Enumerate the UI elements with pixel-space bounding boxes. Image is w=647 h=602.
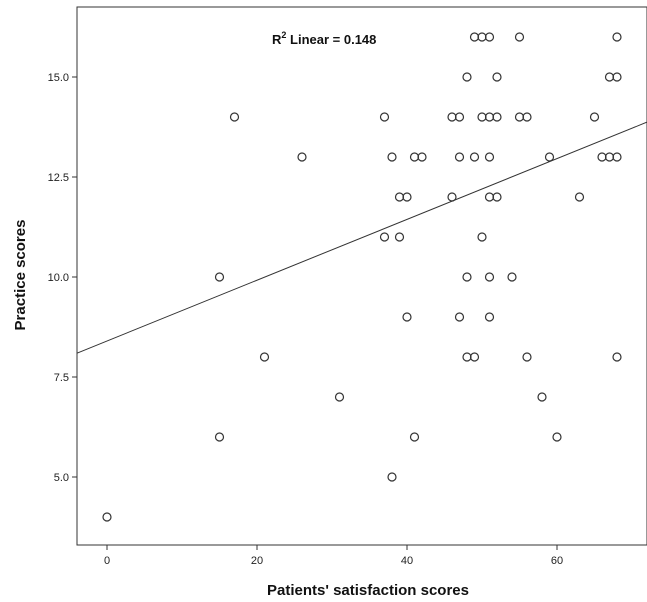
data-point [492, 112, 502, 122]
data-point [417, 152, 427, 162]
data-point [229, 112, 240, 122]
data-point [612, 152, 622, 162]
data-point [379, 232, 390, 242]
data-point [409, 432, 420, 442]
x-tick-label: 0 [104, 555, 110, 567]
y-tick-label: 5.0 [54, 472, 69, 484]
r-squared-text: Linear = 0.148 [286, 32, 376, 47]
data-point [469, 152, 480, 162]
data-point [102, 512, 112, 522]
data-point [484, 312, 495, 322]
data-point [462, 72, 472, 82]
x-tick-label: 40 [401, 555, 413, 567]
data-point [589, 112, 600, 122]
data-point [214, 432, 225, 442]
data-point [469, 352, 480, 362]
y-tick-label: 10.0 [48, 272, 69, 284]
data-point [537, 392, 547, 402]
data-point [454, 152, 465, 162]
data-point [492, 192, 502, 202]
data-point [334, 392, 345, 402]
data-point [507, 272, 517, 282]
data-point [612, 72, 622, 82]
y-tick-label: 15.0 [48, 72, 69, 84]
data-point [387, 472, 397, 482]
data-point [484, 272, 495, 282]
data-point [574, 192, 585, 202]
data-point [447, 192, 457, 202]
data-point [454, 112, 465, 122]
data-point [544, 152, 555, 162]
y-axis-title: Practice scores [12, 220, 29, 331]
data-point [492, 72, 502, 82]
data-point [552, 432, 562, 442]
data-point [612, 32, 622, 42]
data-point [477, 232, 487, 242]
data-point [214, 272, 225, 282]
x-axis: 0 20 40 60 [104, 545, 563, 567]
data-point [259, 352, 270, 362]
data-point [514, 32, 525, 42]
data-point [379, 112, 390, 122]
x-tick-label: 20 [251, 555, 263, 567]
data-point [522, 112, 532, 122]
data-point [394, 232, 405, 242]
r-squared-prefix: R [272, 32, 282, 47]
data-points [102, 32, 622, 522]
data-point [387, 152, 397, 162]
r-squared-superscript: 2 [281, 30, 286, 40]
x-axis-title: Patients' satisfaction scores [267, 582, 469, 599]
data-point [522, 352, 532, 362]
data-point [462, 272, 472, 282]
y-tick-label: 7.5 [54, 372, 69, 384]
data-point [484, 152, 495, 162]
y-tick-label: 12.5 [48, 172, 69, 184]
r-squared-annotation: R2 Linear = 0.148 [272, 30, 376, 47]
data-point [612, 352, 622, 362]
x-tick-label: 60 [551, 555, 563, 567]
data-point [297, 152, 307, 162]
plot-area [76, 6, 647, 546]
y-axis: 5.0 7.5 10.0 12.5 15.0 [48, 72, 77, 484]
data-point [454, 312, 465, 322]
data-point [402, 192, 412, 202]
data-point [484, 32, 495, 42]
data-point [402, 312, 412, 322]
